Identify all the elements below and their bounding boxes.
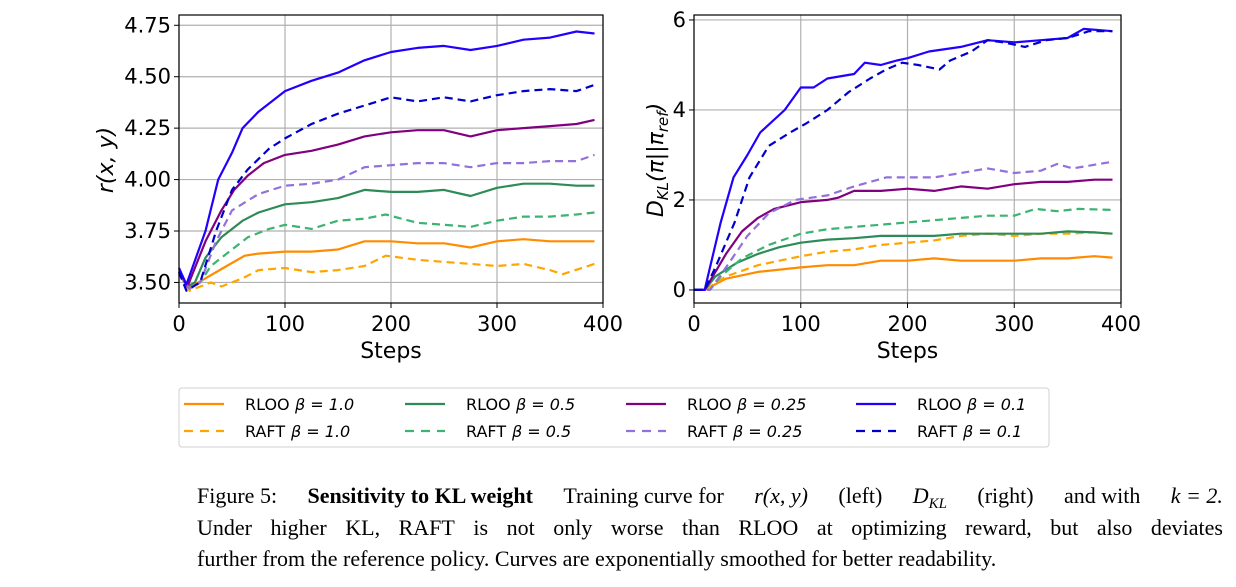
kl-label-end: )	[644, 103, 669, 114]
kl-label-mid: (π||π	[644, 131, 669, 182]
figure-caption: Figure 5: Sensitivity to KL weight Train…	[197, 480, 1223, 575]
caption-text: (left)	[838, 483, 883, 508]
y-tick-label: 6	[673, 8, 686, 32]
series-line-rloo-0.25	[178, 118, 595, 288]
series-line-raft-0.5	[694, 207, 1113, 291]
legend-method: RLOO	[917, 395, 962, 414]
plot-frame	[693, 14, 1122, 304]
y-tick-label: 4	[673, 98, 686, 122]
series-line-raft-0.1	[694, 30, 1113, 291]
caption-word: optimizing	[851, 514, 947, 540]
caption-word: than	[682, 514, 720, 540]
math-k: k = 2.	[1170, 483, 1223, 508]
legend-method: RAFT	[466, 422, 506, 441]
x-tick-label: 0	[172, 312, 185, 336]
legend-beta: β = 0.25	[736, 395, 806, 414]
series-line-raft-0.1	[177, 83, 595, 292]
caption-word: at	[816, 514, 833, 540]
caption-word: KL,	[345, 514, 381, 540]
caption-word: RLOO	[738, 514, 799, 540]
legend-method: RLOO	[245, 395, 290, 414]
caption-word: worse	[610, 514, 664, 540]
y-tick-label: 2	[673, 188, 686, 212]
math-dkl: DKL	[913, 480, 947, 512]
series-line-raft-1.0	[178, 254, 595, 292]
x-tick-label: 200	[371, 312, 411, 336]
x-tick-label: 100	[265, 312, 305, 336]
caption-line-1: Figure 5: Sensitivity to KL weight Train…	[197, 480, 1223, 512]
kl-y-axis-label: DKL(π||πref)	[644, 103, 672, 217]
y-tick-label: 3.50	[124, 270, 171, 294]
reward-y-axis-label: r(x, y)	[94, 127, 119, 193]
y-tick-label: 4.00	[124, 168, 171, 192]
series-line-rloo-1.0	[694, 255, 1113, 291]
figure-5-charts: 0 100 200 300 4003.503.754.004.254.504.75Ste…	[94, 8, 1141, 448]
y-tick-label: 4.75	[124, 13, 171, 37]
legend-method: RLOO	[466, 395, 511, 414]
series-line-rloo-0.1	[177, 30, 595, 286]
series-line-raft-0.25	[178, 153, 595, 290]
x-tick-label: 300	[994, 312, 1034, 336]
legend-beta: β = 0.1	[962, 422, 1022, 441]
caption-word: Under	[197, 514, 252, 540]
legend-beta: β = 0.5	[511, 422, 571, 441]
legend-method: RAFT	[917, 422, 957, 441]
legend-beta: β = 0.25	[732, 422, 802, 441]
x-tick-label: 200	[887, 312, 927, 336]
y-tick-label: 0	[673, 278, 686, 302]
legend-frame	[178, 387, 1050, 448]
figure-label: Figure 5:	[197, 483, 278, 508]
series-line-rloo-1.0	[178, 238, 595, 290]
series-line-raft-0.25	[694, 160, 1113, 291]
x-tick-label: 300	[477, 312, 517, 336]
y-tick-label: 4.50	[124, 65, 171, 89]
math-d: D	[912, 483, 929, 508]
plot-frame	[178, 14, 604, 304]
caption-word: higher	[270, 514, 327, 540]
math-kl-sub: KL	[928, 496, 947, 512]
series-line-raft-0.5	[178, 211, 595, 290]
caption-text: and with	[1063, 483, 1141, 508]
caption-word: reward,	[965, 514, 1032, 540]
caption-text: (right)	[977, 483, 1034, 508]
caption-text: Training curve for	[563, 483, 724, 508]
caption-word: also	[1096, 514, 1133, 540]
legend-beta: β = 0.5	[515, 395, 575, 414]
legend-method: RLOO	[687, 395, 732, 414]
kl-label-sub2: ref	[654, 109, 672, 132]
caption-line-2: Under higher KL, RAFT is not only worse than RLOO…	[197, 512, 1223, 544]
reward-plot: 0 100 200 300 400 3.50 3.75 4.00 4.25 4.50 4.75 Ste…	[124, 13, 623, 364]
caption-title: Sensitivity to KL weight	[307, 483, 533, 508]
series-line-rloo-0.1	[694, 27, 1113, 291]
y-tick-label: 4.25	[124, 116, 171, 140]
kl-divergence-plot: 0 100 200 300 400 0 2 4 6 Steps	[673, 8, 1141, 364]
caption-line-3: further from the reference policy. Curve…	[197, 546, 997, 571]
kl-label-d: D	[644, 200, 669, 217]
series-line-rloo-0.5	[178, 182, 595, 288]
math-reward: r(x, y)	[754, 483, 808, 508]
x-axis-label: Steps	[877, 339, 939, 364]
kl-label-sub: KL	[654, 182, 672, 200]
x-axis-label: Steps	[360, 339, 422, 364]
caption-word: but	[1050, 514, 1079, 540]
x-tick-label: 400	[583, 312, 623, 336]
series-line-rloo-0.25	[694, 178, 1113, 291]
y-tick-label: 3.75	[124, 219, 171, 243]
legend-method: RAFT	[687, 422, 727, 441]
caption-word: is	[473, 514, 489, 540]
legend-beta: β = 0.1	[966, 395, 1026, 414]
x-tick-label: 100	[781, 312, 821, 336]
caption-word: only	[553, 514, 593, 540]
caption-word: not	[506, 514, 535, 540]
legend-beta: β = 1.0	[294, 395, 354, 414]
caption-word: RAFT	[398, 514, 455, 540]
legend-beta: β = 1.0	[290, 422, 350, 441]
legend-method: RAFT	[245, 422, 285, 441]
x-tick-label: 0	[687, 312, 700, 336]
x-tick-label: 400	[1101, 312, 1141, 336]
caption-word: deviates	[1150, 514, 1223, 540]
